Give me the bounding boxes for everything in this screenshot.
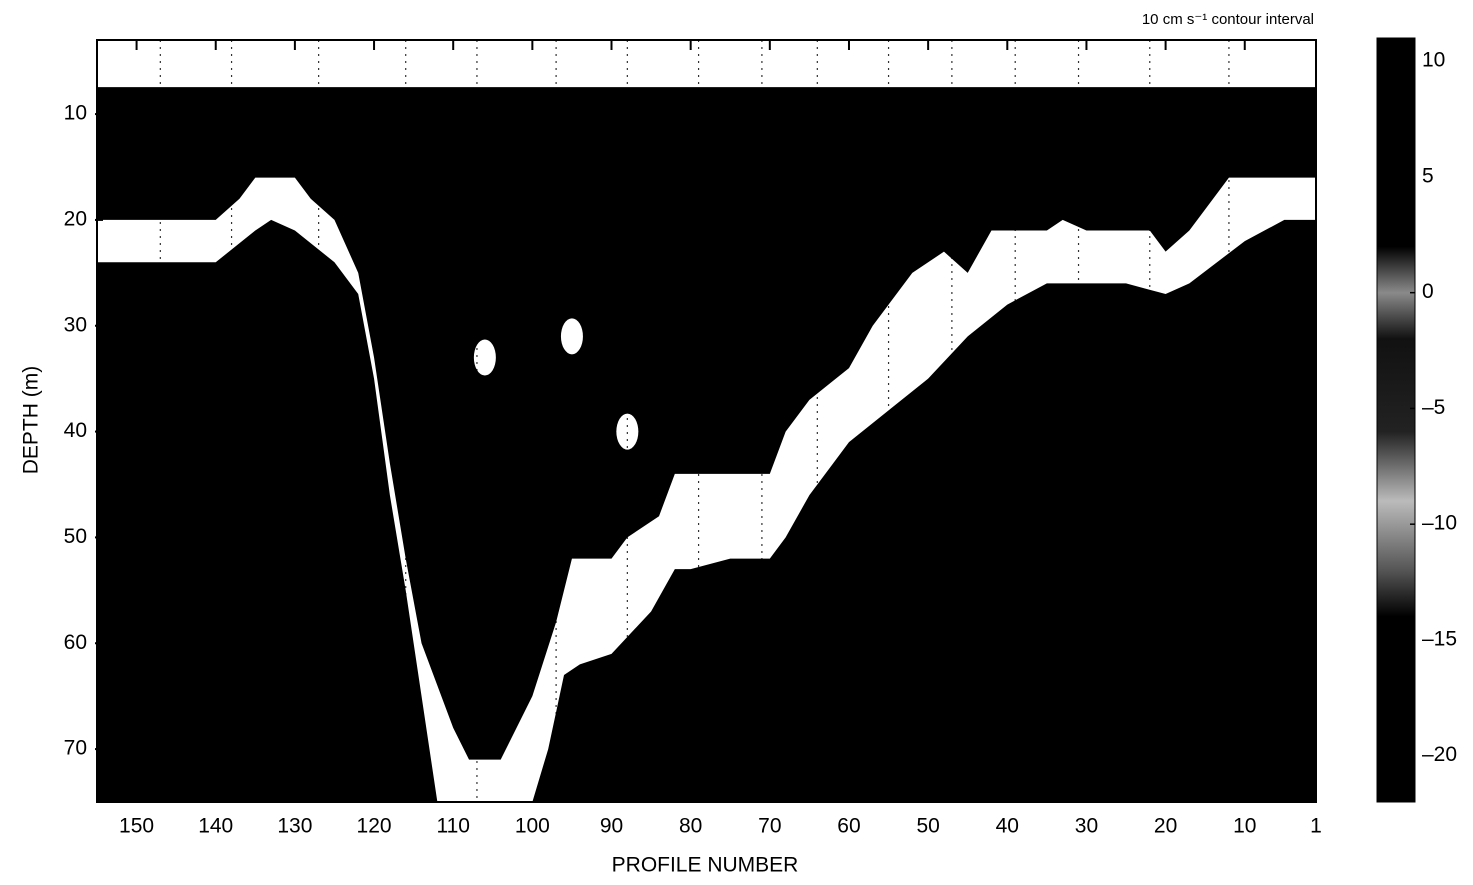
blank-patch: [616, 413, 639, 450]
blank-patch: [560, 318, 583, 355]
colorbar-tick-label: –5: [1422, 396, 1445, 419]
x-tick-label: 80: [679, 815, 702, 838]
colorbar-tick-label: –20: [1422, 743, 1457, 766]
colorbar-tick-label: 5: [1422, 164, 1434, 187]
colorbar-tick-label: 0: [1422, 280, 1434, 303]
x-tick-label: 60: [837, 815, 860, 838]
x-axis-label: PROFILE NUMBER: [612, 854, 799, 877]
x-tick-label: 150: [119, 815, 154, 838]
x-tick-label: 20: [1154, 815, 1177, 838]
x-tick-label: 70: [758, 815, 781, 838]
x-tick-label: 40: [996, 815, 1019, 838]
seafloor: [97, 219, 1316, 802]
x-tick-label: 90: [600, 815, 623, 838]
blank-patch: [473, 339, 496, 376]
y-tick-label: 40: [64, 419, 87, 442]
colorbar-tick-label: –15: [1422, 627, 1457, 650]
x-tick-label: 100: [515, 815, 550, 838]
x-tick-label: 110: [436, 815, 469, 838]
y-tick-label: 70: [64, 737, 87, 760]
colorbar-tick-label: –10: [1422, 512, 1457, 535]
y-tick-label: 20: [64, 207, 87, 230]
y-axis-label: DEPTH (m): [20, 366, 43, 475]
colorbar-tick-label: 10: [1422, 49, 1445, 72]
y-tick-label: 50: [64, 525, 87, 548]
plot-frame: [96, 39, 1317, 803]
x-tick-label: 1: [1310, 815, 1322, 838]
colorbar: [1376, 37, 1416, 803]
x-tick-label: 30: [1075, 815, 1098, 838]
y-tick-label: 60: [64, 631, 87, 654]
data-region: [97, 87, 1316, 760]
x-tick-label: 50: [916, 815, 939, 838]
y-tick-label: 10: [64, 102, 87, 125]
y-tick-label: 30: [64, 313, 87, 336]
annotation: 10 cm s⁻¹ contour interval: [1142, 11, 1314, 28]
x-tick-label: 120: [357, 815, 392, 838]
x-tick-label: 130: [277, 815, 312, 838]
x-tick-label: 140: [198, 815, 233, 838]
x-tick-label: 10: [1233, 815, 1256, 838]
